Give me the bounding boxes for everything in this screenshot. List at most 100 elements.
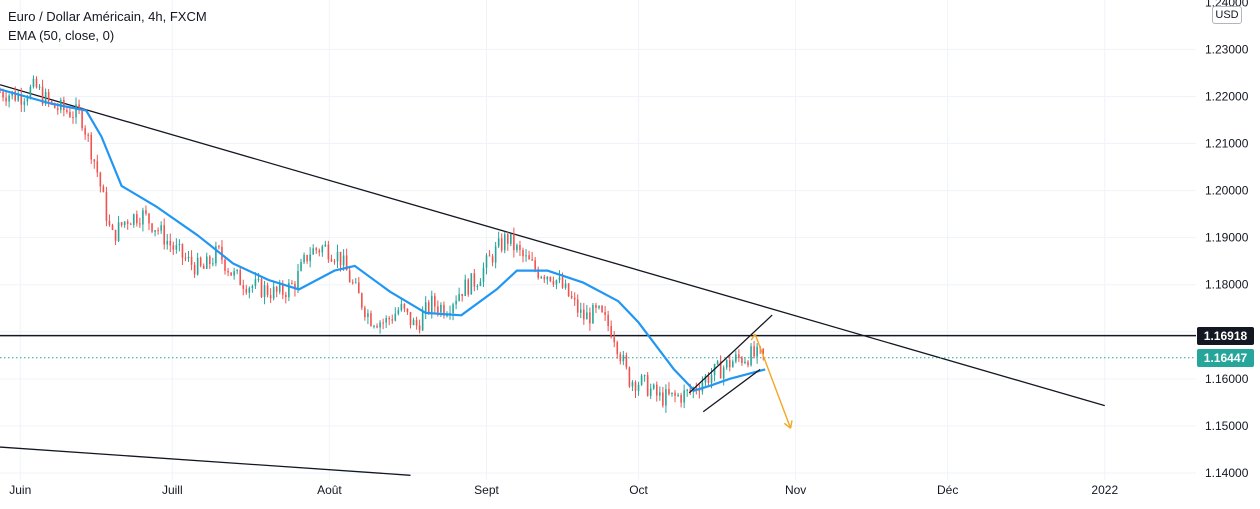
candle-body [576,299,579,313]
candle-body [494,246,497,263]
candle-body [184,257,187,259]
candle-body [17,94,20,101]
channel-lower-line[interactable] [702,368,761,413]
candle-body [254,279,257,287]
candle-body [108,220,111,226]
candle-body [458,293,460,301]
candle-body [2,91,4,98]
candle-body [56,108,59,110]
symbol-title[interactable]: Euro / Dollar Américain, 4h, FXCM [8,9,207,24]
candle-body [175,245,178,250]
currency-badge[interactable]: USD [1212,6,1242,24]
candle-body [604,312,606,315]
candle-body [716,361,719,365]
candle-body [209,256,211,264]
channel-upper-line[interactable] [688,314,773,394]
trend-line[interactable] [0,446,411,476]
candle-body [306,255,308,262]
indicator-label[interactable]: EMA (50, close, 0) [8,28,115,43]
drawing-tools[interactable] [688,314,793,429]
candle-body [136,214,138,224]
candle-body [622,355,625,362]
candle-body [430,295,433,313]
candle-body [32,78,35,87]
trend-line[interactable] [0,84,1105,407]
candle-body [516,245,518,251]
time-tick-label: Nov [785,483,806,497]
candle-body [558,277,561,281]
candle-body [579,309,582,313]
candle-body [537,269,539,278]
candle-body [339,251,342,266]
candle-body [519,245,521,250]
candle-body [561,277,564,288]
price-axis[interactable] [1196,0,1260,480]
candle-body [84,128,86,135]
candle-body [373,325,375,327]
candle-body [230,272,232,276]
candle-body [683,390,685,403]
candle-body [503,234,506,251]
price-tick-label: 1.14000 [1205,466,1249,480]
candle-body [707,375,710,383]
candle-body [38,86,41,88]
candle-body [364,307,366,317]
time-axis-labels: Juin Juill Août Sept Oct Nov Déc 2022 [9,483,1118,497]
projection-line[interactable] [754,333,792,429]
candle-body [96,161,99,173]
candle-body [564,283,567,288]
horizontal-level-price-tag: 1.16918 [1197,326,1254,345]
candle-body [23,101,26,105]
candle-body [260,279,263,297]
candle-body [50,101,53,104]
candle-body [583,309,585,320]
candle-body [513,233,515,251]
candle-body [689,389,692,392]
candle-body [281,284,284,295]
candle-body [361,293,363,308]
candle-body [318,250,321,253]
candle-body [87,134,89,136]
candle-body [303,255,305,263]
candle-body [637,384,640,391]
candle-body [187,256,190,259]
candle-body [47,92,50,102]
candle-body [589,312,591,324]
drawing-lines[interactable] [0,84,1196,476]
time-axis[interactable] [0,480,1260,504]
candle-body [358,282,360,294]
candle-body [376,325,378,328]
candle-body [330,259,333,262]
time-tick-label: Déc [937,483,958,497]
candle-body [348,270,351,283]
candle-body [324,244,327,247]
candle-body [120,222,123,226]
projection-line[interactable] [750,333,756,341]
candle-body [497,238,500,247]
candle-body [719,361,722,379]
candle-body [14,91,17,101]
candle-body [595,304,597,308]
candle-body [659,392,661,396]
candle-body [488,255,491,257]
price-axis-labels: 1.140001.150001.160001.170001.180001.190… [1205,0,1249,480]
candle-body [728,359,731,368]
candle-body [397,310,400,314]
candle-body [500,238,503,251]
candle-body [90,134,93,160]
candle-body [628,367,631,387]
candle-body [506,234,509,244]
candle-body [467,279,470,295]
candle-body [333,261,336,263]
candle-body [93,159,96,162]
candle-body [309,254,311,262]
candle-body [0,91,1,93]
candle-body [205,256,208,269]
candle-body [412,320,415,326]
candle-body [53,103,56,109]
candle-body [41,86,44,105]
candle-body [476,285,479,287]
candle-body [753,346,755,357]
